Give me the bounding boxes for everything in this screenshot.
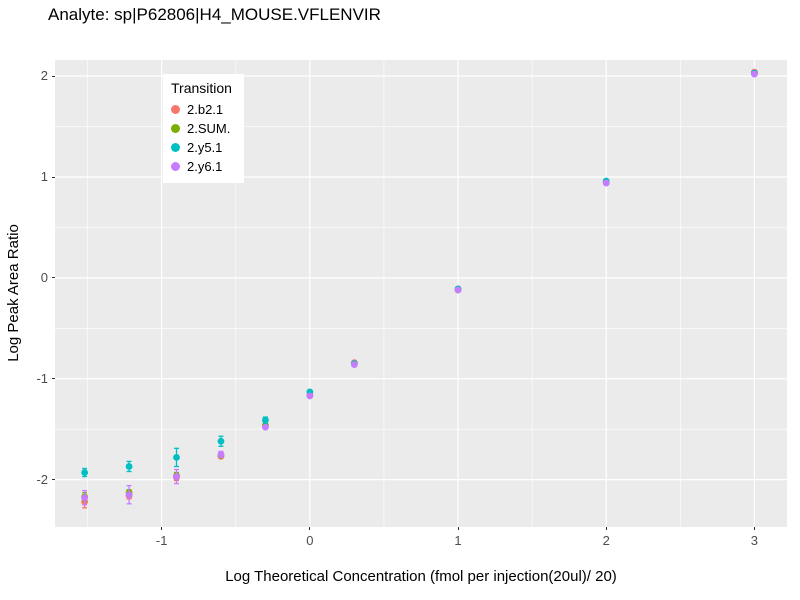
legend-item: 2.y6.1	[171, 157, 232, 176]
legend-item-label: 2.y6.1	[187, 159, 223, 174]
y-tick-mark	[52, 176, 55, 178]
plot-title: Analyte: sp|P62806|H4_MOUSE.VFLENVIR	[48, 5, 381, 24]
x-tick-label: 3	[750, 533, 758, 548]
y-tick-mark	[52, 75, 55, 77]
x-tick-mark	[605, 527, 607, 530]
y-axis-label: Log Peak Area Ratio	[5, 224, 22, 362]
y-tick-mark	[52, 378, 55, 380]
y-tick-label: -1	[36, 370, 48, 386]
data-point-2.y5.1	[173, 454, 180, 461]
x-tick-mark	[309, 527, 311, 530]
legend-item-label: 2.SUM.	[187, 121, 231, 136]
data-point-2.y6.1	[454, 286, 462, 294]
legend-key-dot-icon	[171, 124, 180, 133]
legend: Transition 2.b2.1 2.SUM. 2.y5.1 2.y6.1	[163, 74, 244, 183]
plot-svg	[55, 60, 787, 527]
x-tick-label: 0	[306, 533, 314, 548]
data-point-2.y6.1	[350, 361, 358, 369]
y-tick-mark	[52, 479, 55, 481]
legend-item: 2.b2.1	[171, 100, 232, 119]
legend-items: 2.b2.1 2.SUM. 2.y5.1 2.y6.1	[171, 100, 232, 176]
legend-item-label: 2.b2.1	[187, 102, 224, 117]
legend-key-dot-icon	[171, 105, 180, 114]
plot-panel: Transition 2.b2.1 2.SUM. 2.y5.1 2.y6.1	[55, 60, 787, 527]
legend-item: 2.y5.1	[171, 138, 232, 157]
data-point-2.y6.1	[217, 450, 225, 458]
data-point-2.y5.1	[262, 416, 269, 424]
x-tick-mark	[753, 527, 755, 530]
x-axis-label: Log Theoretical Concentration (fmol per …	[225, 568, 617, 585]
y-tick-label: 2	[40, 68, 48, 84]
x-tick-mark	[457, 527, 459, 530]
legend-item-label: 2.y5.1	[187, 140, 223, 155]
x-tick-label: 1	[454, 533, 462, 548]
data-point-2.y6.1	[306, 392, 314, 400]
legend-key-dot-icon	[171, 143, 180, 152]
legend-key-dot-icon	[171, 162, 180, 171]
x-tick-label: 2	[602, 533, 610, 548]
data-point-2.y6.1	[602, 179, 610, 187]
data-point-2.y6.1	[81, 494, 89, 502]
data-point-2.y5.1	[125, 463, 133, 470]
data-point-2.y6.1	[751, 70, 758, 78]
legend-title: Transition	[171, 80, 232, 96]
data-point-2.y6.1	[125, 491, 133, 499]
legend-item: 2.SUM.	[171, 119, 232, 138]
y-tick-label: 1	[40, 169, 48, 184]
data-point-2.y6.1	[173, 473, 180, 480]
x-tick-mark	[161, 527, 163, 530]
x-tick-label: -1	[155, 533, 168, 548]
data-point-2.y5.1	[81, 469, 89, 476]
y-tick-mark	[52, 277, 55, 279]
data-point-2.y5.1	[217, 437, 225, 445]
y-tick-label: 0	[40, 269, 48, 285]
y-tick-label: -2	[36, 471, 48, 487]
data-point-2.y6.1	[262, 423, 269, 431]
